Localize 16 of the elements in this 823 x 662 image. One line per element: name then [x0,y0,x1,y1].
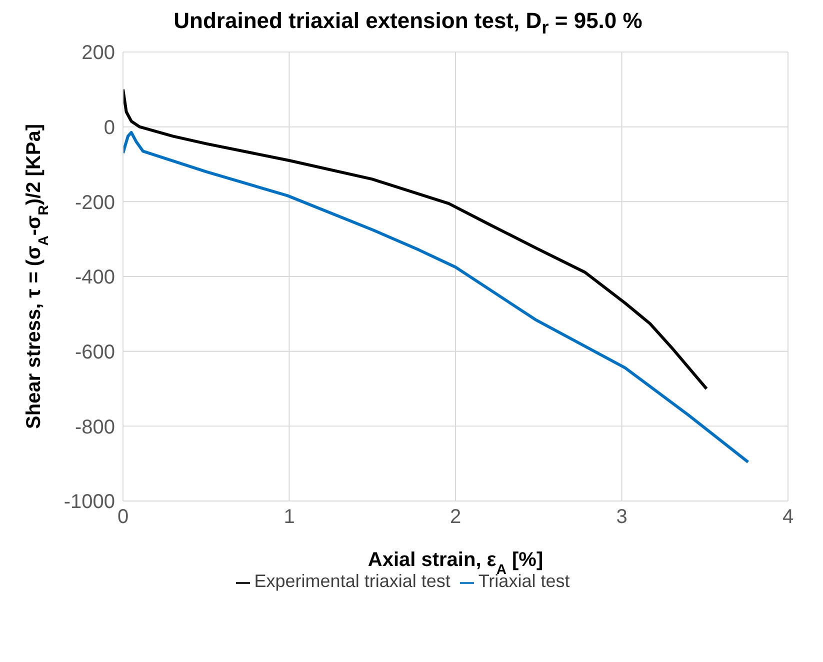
y-tick-label: 0 [104,117,115,140]
x-tick-label: 2 [450,506,462,529]
y-tick-label: 200 [82,42,115,64]
x-tick-label: 3 [616,506,628,529]
chart-title: Undrained triaxial extension test, D$_{r}$ = 95.0 % [172,8,644,38]
line-series [123,88,708,391]
x-tick-label: 1 [284,506,295,529]
legend-label: Experimental triaxial test [254,571,450,592]
y-tick-label: -400 [74,266,115,289]
y-tick-label: -600 [74,342,115,364]
y-tick-label: -1000 [64,491,115,514]
y-tick-label: -800 [74,416,115,439]
y-tick-label: -200 [74,192,115,214]
x-tick-label: 0 [117,506,129,529]
line-series [123,131,750,464]
x-tick-label: 4 [782,506,794,529]
